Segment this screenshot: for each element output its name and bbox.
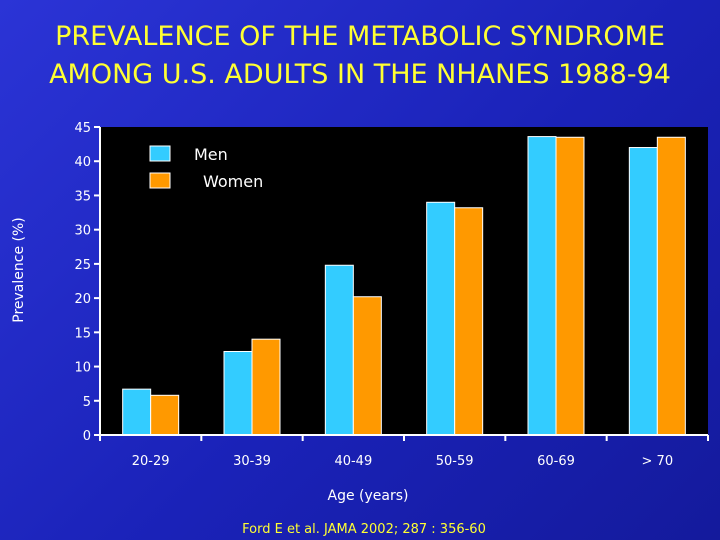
y-tick-label: 25 bbox=[74, 258, 91, 273]
y-axis-title: Prevalence (%) bbox=[11, 217, 27, 323]
x-tick-label: 40-49 bbox=[334, 454, 372, 469]
bar-women bbox=[656, 136, 686, 436]
legend-label-men: Men bbox=[194, 145, 228, 164]
y-tick-label: 5 bbox=[83, 395, 91, 410]
y-tick-label: 10 bbox=[74, 361, 91, 376]
bar-women bbox=[454, 207, 484, 436]
y-axis: 0 5 10 15 20 25 30 35 40 45 bbox=[74, 121, 101, 444]
bar-women bbox=[251, 338, 281, 436]
bar-women bbox=[352, 296, 382, 436]
x-tick-label: 20-29 bbox=[132, 454, 170, 469]
bar-men bbox=[426, 201, 456, 436]
legend-label-women: Women bbox=[203, 172, 263, 191]
bars-group bbox=[122, 136, 686, 436]
bar-men bbox=[223, 350, 253, 436]
y-tick-label: 45 bbox=[74, 121, 91, 136]
bar-men bbox=[122, 388, 152, 436]
y-tick-label: 20 bbox=[74, 292, 91, 307]
x-axis-title: Age (years) bbox=[328, 488, 409, 504]
bar-women bbox=[150, 394, 180, 436]
bar-women bbox=[555, 136, 585, 436]
title-line-2: AMONG U.S. ADULTS IN THE NHANES 1988-94 bbox=[49, 59, 671, 90]
plot-area bbox=[100, 127, 708, 435]
source-citation: Ford E et al. JAMA 2002; 287 : 356-60 bbox=[242, 522, 486, 537]
legend: Men Women bbox=[149, 145, 263, 191]
page-title: PREVALENCE OF THE METABOLIC SYNDROME AMO… bbox=[0, 18, 720, 94]
x-tick-label: 60-69 bbox=[537, 454, 575, 469]
y-tick-label: 0 bbox=[83, 429, 91, 444]
y-tick-label: 30 bbox=[74, 224, 91, 239]
y-tick-label: 35 bbox=[74, 189, 91, 204]
bar-men bbox=[628, 147, 658, 436]
y-tick-label: 40 bbox=[74, 155, 91, 170]
title-line-1: PREVALENCE OF THE METABOLIC SYNDROME bbox=[55, 21, 665, 52]
x-tick-label: > 70 bbox=[642, 454, 674, 469]
bar-men bbox=[324, 264, 354, 436]
y-tick-label: 15 bbox=[74, 326, 91, 341]
x-tick-label: 30-39 bbox=[233, 454, 271, 469]
legend-swatch-women bbox=[149, 172, 171, 189]
x-axis: 20-29 30-39 40-49 50-59 60-69 > 70 bbox=[99, 434, 709, 469]
bar-men bbox=[527, 136, 557, 436]
legend-swatch-men bbox=[149, 145, 171, 162]
x-tick-label: 50-59 bbox=[436, 454, 474, 469]
